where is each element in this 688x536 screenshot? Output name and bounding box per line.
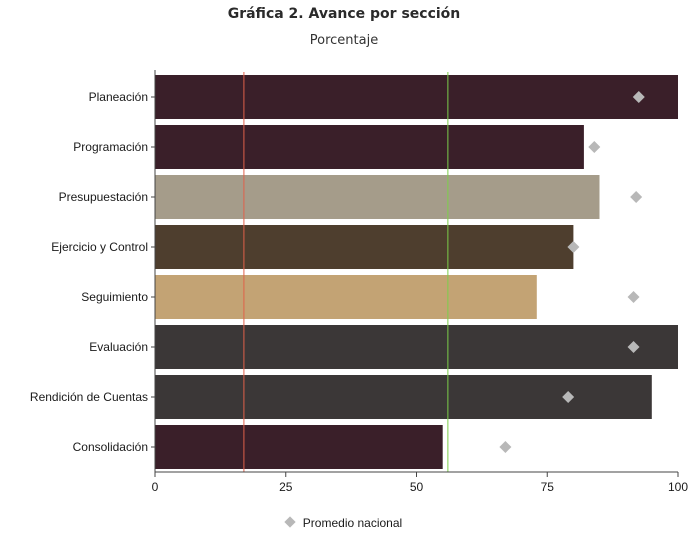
category-label-5: Evaluación: [89, 340, 148, 354]
bar-6: [155, 375, 652, 419]
category-label-4: Seguimiento: [81, 290, 148, 304]
national-average-marker-4: [627, 291, 640, 303]
category-label-7: Consolidación: [73, 440, 148, 454]
chart-title: Gráfica 2. Avance por sección: [227, 6, 461, 22]
x-tick-label-1: 25: [279, 480, 293, 494]
bar-2: [155, 175, 600, 219]
x-tick-label-2: 50: [410, 480, 424, 494]
national-average-marker-0: [632, 91, 645, 103]
bar-1: [155, 125, 584, 169]
x-tick-label-0: 0: [152, 480, 159, 494]
bar-0: [155, 75, 678, 119]
x-tick-label-4: 100: [668, 480, 688, 494]
chart-subtitle: Porcentaje: [309, 33, 379, 48]
bar-7: [155, 425, 443, 469]
national-average-marker-1: [588, 141, 601, 153]
national-average-marker-7: [499, 441, 512, 453]
national-average-marker-3: [567, 241, 580, 253]
bar-3: [155, 225, 574, 269]
category-label-6: Rendición de Cuentas: [30, 390, 148, 404]
national-average-marker-6: [562, 391, 575, 403]
category-label-2: Presupuestación: [59, 190, 148, 204]
national-average-marker-5: [627, 341, 640, 353]
x-tick-label-3: 75: [541, 480, 555, 494]
bar-5: [155, 325, 678, 369]
national-average-marker-2: [630, 191, 643, 203]
category-label-3: Ejercicio y Control: [51, 240, 148, 254]
legend-diamond-marker: [284, 516, 296, 528]
category-label-0: Planeación: [89, 90, 148, 104]
legend-label: Promedio nacional: [302, 516, 403, 530]
legend: Promedio nacional: [0, 516, 688, 530]
bar-4: [155, 275, 537, 319]
category-label-1: Programación: [73, 140, 148, 154]
